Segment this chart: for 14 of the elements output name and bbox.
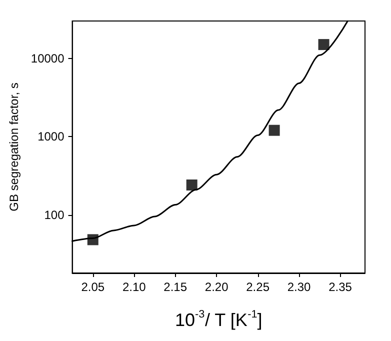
x-tick-label: 2.10 [122, 280, 146, 294]
y-tick-label: 100 [44, 208, 65, 222]
point [186, 180, 198, 191]
y-axis-title: GB segregation factor, s [7, 82, 21, 212]
x-tick-label: 2.05 [81, 280, 105, 294]
x-tick-label: 2.20 [204, 280, 229, 294]
x-tick-label: 2.15 [164, 280, 188, 294]
y-tick-label: 10000 [30, 51, 65, 66]
y-tick-label: 1000 [38, 130, 65, 144]
x-tick-label: 2.30 [287, 280, 312, 294]
x-tick-label: 2.35 [328, 280, 352, 294]
point [268, 124, 280, 136]
x-tick-label: 2.25 [246, 280, 270, 294]
point [318, 39, 330, 50]
